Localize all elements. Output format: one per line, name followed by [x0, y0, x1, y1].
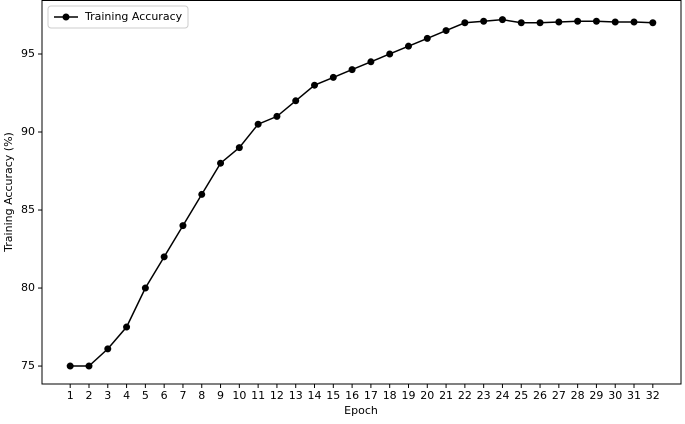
y-axis-label: Training Accuracy (%) [2, 132, 15, 253]
data-point [461, 19, 469, 27]
x-tick-label: 29 [589, 389, 603, 402]
x-tick-label: 9 [217, 389, 224, 402]
x-tick-label: 28 [571, 389, 585, 402]
data-point [611, 18, 619, 26]
data-point [498, 16, 506, 24]
data-point [273, 112, 281, 120]
x-tick-label: 26 [533, 389, 547, 402]
data-point [480, 17, 488, 25]
x-tick-label: 20 [420, 389, 434, 402]
x-tick-label: 3 [104, 389, 111, 402]
x-tick-label: 24 [495, 389, 509, 402]
series-line [70, 18, 653, 367]
data-point [630, 18, 638, 26]
data-point [198, 190, 206, 198]
data-point [329, 73, 337, 81]
x-tick-label: 1 [67, 389, 74, 402]
x-tick-label: 8 [198, 389, 205, 402]
y-tick-label: 90 [21, 125, 35, 138]
x-tick-label: 18 [383, 389, 397, 402]
legend-box [47, 5, 189, 29]
x-tick-label: 7 [179, 389, 186, 402]
x-tick-label: 15 [326, 389, 340, 402]
x-tick-label: 12 [270, 389, 284, 402]
y-tick-label: 75 [21, 359, 35, 372]
data-point [404, 42, 412, 50]
data-point [292, 97, 300, 105]
x-tick-label: 13 [289, 389, 303, 402]
x-tick-label: 6 [161, 389, 168, 402]
x-tick-label: 4 [123, 389, 130, 402]
data-point [123, 323, 131, 331]
data-point [442, 27, 450, 35]
x-tick-label: 30 [608, 389, 622, 402]
data-point [386, 50, 394, 58]
y-tick-label: 80 [21, 281, 35, 294]
legend-label: Training Accuracy [84, 10, 183, 23]
x-tick-label: 32 [646, 389, 660, 402]
data-point [141, 284, 149, 292]
x-tick-label: 17 [364, 389, 378, 402]
data-point [254, 120, 262, 128]
data-point [536, 19, 544, 27]
data-point [235, 144, 243, 152]
data-point [555, 18, 563, 26]
x-tick-label: 19 [401, 389, 415, 402]
data-point [423, 34, 431, 42]
plot-frame [41, 0, 682, 385]
data-point [348, 66, 356, 74]
x-tick-label: 2 [85, 389, 92, 402]
data-point [574, 17, 582, 25]
data-point [160, 253, 168, 261]
x-tick-label: 31 [627, 389, 641, 402]
x-tick-label: 25 [514, 389, 528, 402]
data-point [367, 58, 375, 66]
data-point [311, 81, 319, 89]
data-point [517, 19, 525, 27]
data-point [217, 159, 225, 167]
data-point [649, 19, 657, 27]
data-point [592, 17, 600, 25]
x-tick-label: 10 [232, 389, 246, 402]
y-tick-label: 95 [21, 47, 35, 60]
data-point [85, 362, 93, 370]
x-tick-label: 23 [477, 389, 491, 402]
x-tick-label: 21 [439, 389, 453, 402]
y-tick-label: 85 [21, 203, 35, 216]
x-tick-label: 27 [552, 389, 566, 402]
x-axis-label: Epoch [344, 404, 378, 417]
x-tick-label: 5 [142, 389, 149, 402]
data-point [104, 345, 112, 353]
x-tick-label: 11 [251, 389, 265, 402]
legend-marker [62, 13, 70, 21]
x-tick-label: 16 [345, 389, 359, 402]
data-point [179, 222, 187, 230]
x-tick-label: 22 [458, 389, 472, 402]
x-tick-label: 14 [308, 389, 322, 402]
data-point [66, 362, 74, 370]
